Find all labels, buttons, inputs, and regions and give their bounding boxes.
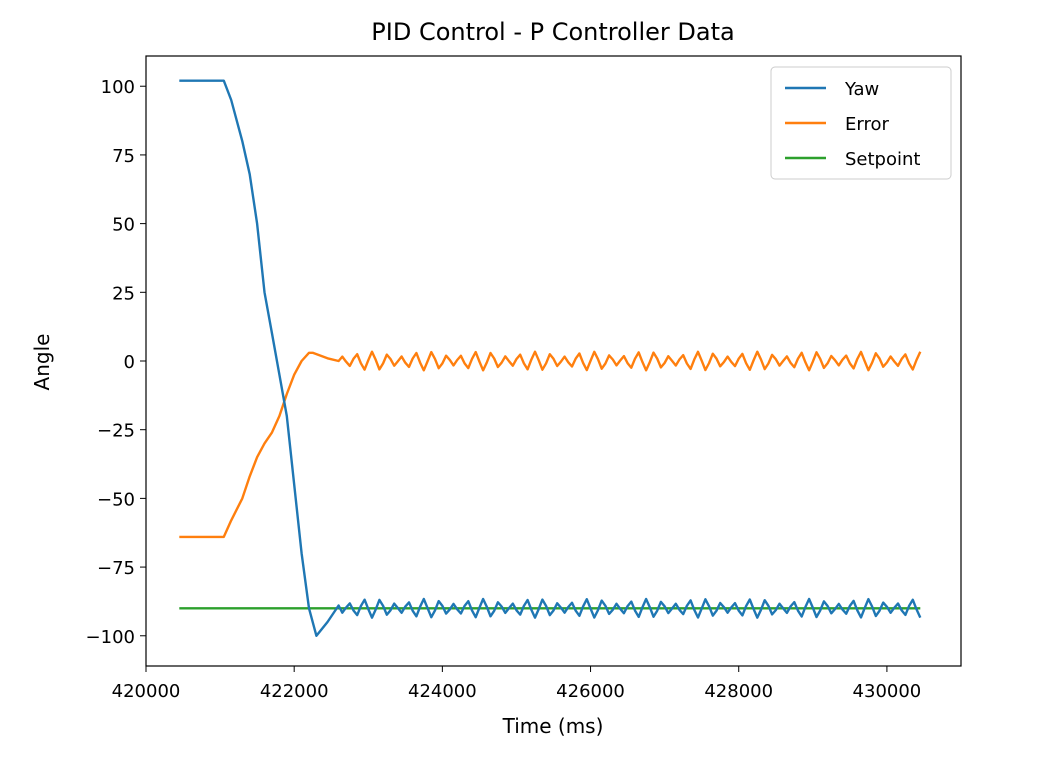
y-axis-label: Angle: [30, 334, 54, 391]
chart-title: PID Control - P Controller Data: [371, 18, 734, 46]
series-yaw-line: [179, 79, 922, 637]
series-error-line: [179, 350, 922, 539]
legend: Yaw Error Setpoint: [770, 66, 952, 180]
x-tick-label: 420000: [112, 681, 181, 702]
y-tick-label: 100: [101, 77, 135, 98]
y-tick-label: −75: [97, 558, 135, 579]
y-tick-label: 50: [112, 215, 135, 236]
y-tick-label: −100: [86, 627, 135, 648]
y-tick-label: −50: [97, 489, 135, 510]
y-tick-label: −25: [97, 421, 135, 442]
x-tick-label: 428000: [704, 681, 773, 702]
y-tick-label: 75: [112, 146, 135, 167]
x-tick-label: 422000: [260, 681, 329, 702]
legend-box: [770, 66, 952, 180]
x-axis-label: Time (ms): [502, 714, 604, 738]
legend-label-setpoint: Setpoint: [845, 149, 920, 170]
x-tick-label: 426000: [556, 681, 625, 702]
y-tick-label: 25: [112, 283, 135, 304]
x-tick-label: 430000: [853, 681, 922, 702]
x-tick-label: 424000: [408, 681, 477, 702]
legend-label-yaw: Yaw: [844, 79, 879, 100]
x-ticks: 420000 422000 424000 426000 428000 430000: [112, 666, 922, 702]
y-tick-label: 0: [124, 352, 135, 373]
legend-label-error: Error: [845, 114, 889, 135]
y-ticks: −100 −75 −50 −25 0 25 50 75 100: [86, 77, 146, 648]
series-layer: [179, 79, 922, 637]
